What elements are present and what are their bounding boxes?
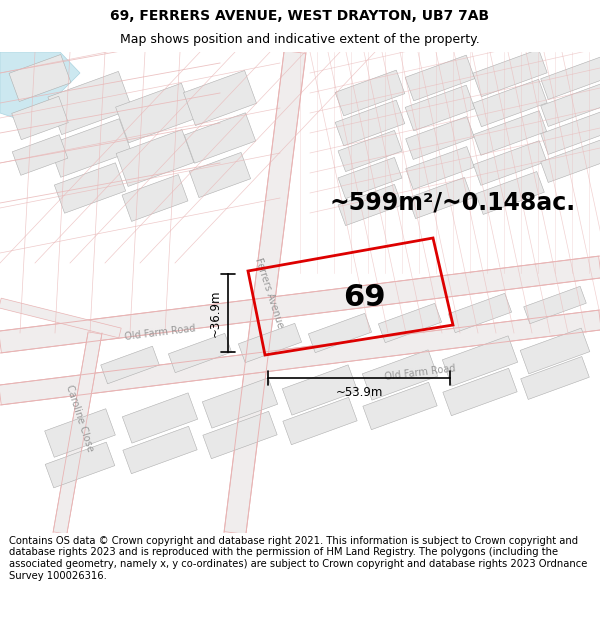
Polygon shape [541, 111, 600, 154]
Text: ~599m²/~0.148ac.: ~599m²/~0.148ac. [330, 191, 576, 215]
Polygon shape [49, 119, 131, 178]
Text: Ferrers Avenue: Ferrers Avenue [253, 257, 285, 329]
Polygon shape [379, 303, 442, 343]
Polygon shape [335, 70, 405, 116]
Polygon shape [442, 336, 518, 386]
Text: ~36.9m: ~36.9m [209, 289, 221, 337]
Text: Old Farm Road: Old Farm Road [124, 324, 196, 342]
Text: 69, FERRERS AVENUE, WEST DRAYTON, UB7 7AB: 69, FERRERS AVENUE, WEST DRAYTON, UB7 7A… [110, 9, 490, 22]
Text: ~53.9m: ~53.9m [335, 386, 383, 399]
Polygon shape [405, 55, 475, 101]
Polygon shape [224, 51, 306, 534]
Polygon shape [338, 131, 402, 172]
Polygon shape [122, 393, 197, 443]
Polygon shape [169, 333, 232, 372]
Polygon shape [190, 152, 251, 198]
Polygon shape [541, 84, 600, 126]
Polygon shape [45, 442, 115, 488]
Polygon shape [9, 54, 71, 101]
Polygon shape [524, 286, 586, 324]
Polygon shape [443, 368, 517, 416]
Polygon shape [283, 398, 357, 445]
Text: Old Farm Road: Old Farm Road [384, 364, 456, 382]
Polygon shape [406, 116, 475, 159]
Polygon shape [335, 100, 405, 146]
Polygon shape [308, 313, 371, 352]
Polygon shape [0, 52, 80, 118]
Polygon shape [405, 85, 475, 131]
Polygon shape [116, 129, 194, 186]
Polygon shape [338, 158, 402, 199]
Polygon shape [238, 323, 302, 362]
Polygon shape [541, 56, 600, 99]
Polygon shape [184, 112, 256, 163]
Polygon shape [448, 293, 512, 333]
Polygon shape [0, 310, 600, 405]
Polygon shape [184, 71, 257, 126]
Text: 69: 69 [343, 282, 386, 312]
Polygon shape [283, 365, 358, 415]
Polygon shape [520, 328, 590, 374]
Text: Contains OS data © Crown copyright and database right 2021. This information is : Contains OS data © Crown copyright and d… [9, 536, 587, 581]
Polygon shape [362, 350, 437, 400]
Text: Map shows position and indicative extent of the property.: Map shows position and indicative extent… [120, 32, 480, 46]
Polygon shape [12, 135, 68, 175]
Polygon shape [338, 184, 402, 226]
Polygon shape [473, 49, 547, 97]
Polygon shape [0, 256, 600, 353]
Polygon shape [0, 298, 121, 338]
Polygon shape [12, 96, 68, 140]
Polygon shape [48, 71, 132, 134]
Polygon shape [473, 141, 547, 185]
Polygon shape [202, 378, 278, 428]
Polygon shape [408, 177, 472, 219]
Polygon shape [116, 83, 194, 143]
Polygon shape [476, 171, 544, 214]
Polygon shape [44, 409, 115, 458]
Text: Caroline Close: Caroline Close [64, 383, 95, 452]
Polygon shape [123, 426, 197, 474]
Polygon shape [406, 146, 475, 189]
Polygon shape [473, 79, 547, 127]
Polygon shape [101, 346, 159, 384]
Polygon shape [363, 382, 437, 430]
Polygon shape [473, 111, 547, 155]
Polygon shape [122, 174, 188, 221]
Polygon shape [203, 411, 277, 459]
Polygon shape [55, 162, 125, 213]
Polygon shape [521, 356, 589, 399]
Polygon shape [53, 332, 102, 534]
Polygon shape [541, 139, 600, 182]
